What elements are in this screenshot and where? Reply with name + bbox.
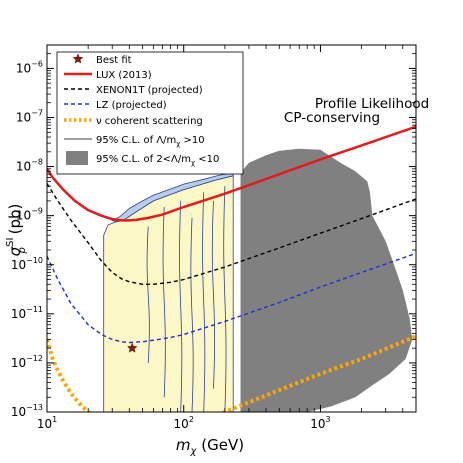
legend-item-xenon1t: XENON1T (projected) xyxy=(64,85,203,96)
best-fit-marker xyxy=(126,342,138,353)
y-axis-label: σSIp (pb) xyxy=(5,204,28,257)
legend-item-cl-high: 95% C.L. of Λ/mχ >10 xyxy=(64,135,205,148)
plot-frame xyxy=(46,44,417,413)
y-tick-label: 10−11 xyxy=(11,305,43,321)
legend-swatch xyxy=(66,151,88,165)
best-fit-star-icon xyxy=(72,53,84,64)
x-axis-label: mχ (GeV) xyxy=(176,436,244,457)
legend-item-best-fit: Best fit xyxy=(72,53,132,66)
x-tick-label: 103 xyxy=(310,415,330,431)
best-fit-point xyxy=(126,342,138,353)
contour-filament xyxy=(146,226,150,363)
contour-filament xyxy=(211,200,216,389)
limit-curves xyxy=(47,125,416,412)
legend-label: 95% C.L. of 2<Λ/mχ <10 xyxy=(96,154,219,167)
legend-label: 95% C.L. of Λ/mχ >10 xyxy=(96,135,205,148)
x-tick-label: 101 xyxy=(37,415,57,431)
confidence-regions xyxy=(103,148,413,412)
x-tick-label: 102 xyxy=(174,415,194,431)
legend-item-lux: LUX (2013) xyxy=(64,70,152,81)
y-tick-label: 10−9 xyxy=(16,207,43,223)
contour-filament xyxy=(190,217,194,412)
series-line-3 xyxy=(47,334,416,412)
contour-filament xyxy=(202,192,206,412)
legend-label: LZ (projected) xyxy=(96,100,167,111)
legend-label: Best fit xyxy=(96,55,132,66)
legend-item-cl-low: 95% C.L. of 2<Λ/mχ <10 xyxy=(66,151,219,167)
y-tick-label: 10−8 xyxy=(16,158,43,174)
x-axis-ticks: 101 102 103 xyxy=(37,45,417,431)
legend-label: LUX (2013) xyxy=(96,70,152,81)
annotation-line-1: Profile Likelihood xyxy=(315,96,429,112)
series-line-0 xyxy=(47,125,416,222)
contour-filament xyxy=(162,207,166,398)
legend-item-neutrino: ν coherent scattering xyxy=(64,116,203,127)
legend: Best fit LUX (2013) XENON1T (projected) … xyxy=(56,51,244,175)
series-line-2 xyxy=(47,252,416,344)
y-tick-label: 10−6 xyxy=(16,59,43,75)
y-tick-label: 10−12 xyxy=(11,354,43,370)
legend-item-lz: LZ (projected) xyxy=(64,100,167,111)
annotation-line-2: CP-conserving xyxy=(284,110,380,126)
y-tick-label: 10−13 xyxy=(11,403,43,419)
region-cl-low xyxy=(240,148,413,412)
contour-filament xyxy=(223,186,227,412)
legend-label: ν coherent scattering xyxy=(96,116,203,127)
legend-label: XENON1T (projected) xyxy=(96,85,203,96)
annotation: Profile Likelihood CP-conserving xyxy=(284,96,429,126)
series-line-1 xyxy=(47,183,416,285)
contour-filament xyxy=(179,200,183,412)
y-tick-label: 10−7 xyxy=(16,109,43,125)
y-tick-label: 10−10 xyxy=(11,256,43,272)
y-axis-ticks: 10−13 10−12 10−11 10−10 10−9 10−8 10−7 10−6 xyxy=(11,44,416,419)
